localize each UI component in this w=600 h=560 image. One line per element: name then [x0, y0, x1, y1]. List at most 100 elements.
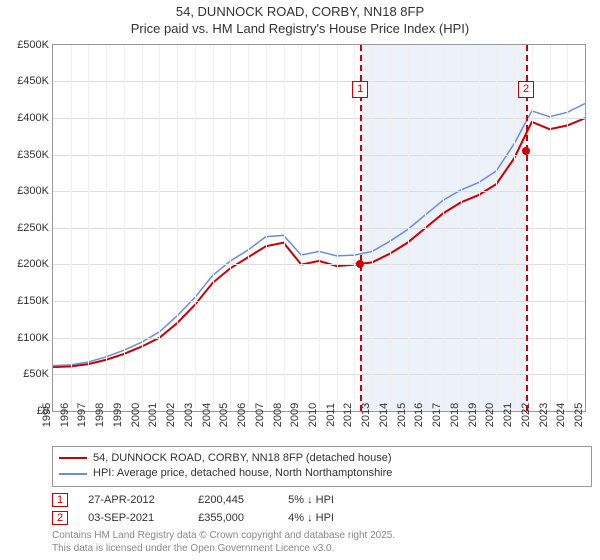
x-gridline: [408, 45, 409, 411]
y-tick-label: £250K: [17, 222, 49, 234]
marker-dot-2: [522, 147, 530, 155]
x-tick-label: 2021: [502, 403, 514, 427]
y-tick-label: £200K: [17, 258, 49, 270]
x-tick-label: 2012: [342, 403, 354, 427]
sale-date: 03-SEP-2021: [88, 512, 178, 524]
x-tick-label: 1998: [94, 403, 106, 427]
y-tick-label: £450K: [17, 75, 49, 87]
y-tick-label: £400K: [17, 112, 49, 124]
x-gridline: [284, 45, 285, 411]
x-gridline: [567, 45, 568, 411]
footer: Contains HM Land Registry data © Crown c…: [52, 529, 592, 555]
title-line2: Price paid vs. HM Land Registry's House …: [0, 21, 600, 38]
x-tick-label: 1996: [58, 403, 70, 427]
x-gridline: [230, 45, 231, 411]
x-gridline: [88, 45, 89, 411]
x-tick-label: 2019: [466, 403, 478, 427]
sale-price: £200,445: [198, 494, 268, 506]
x-tick-label: 2000: [129, 403, 141, 427]
marker-line-1: [360, 45, 362, 411]
marker-line-2: [526, 45, 528, 411]
sale-delta: 5% ↓ HPI: [288, 494, 334, 506]
x-tick-label: 2005: [218, 403, 230, 427]
x-gridline: [390, 45, 391, 411]
x-tick-label: 2023: [537, 403, 549, 427]
sale-date: 27-APR-2012: [88, 494, 178, 506]
sale-marker: 2: [52, 511, 68, 525]
x-gridline: [142, 45, 143, 411]
x-gridline: [532, 45, 533, 411]
x-gridline: [479, 45, 480, 411]
x-gridline: [106, 45, 107, 411]
plot-area: £0£50K£100K£150K£200K£250K£300K£350K£400…: [52, 44, 586, 412]
x-tick-label: 2011: [325, 403, 337, 427]
legend-label: 54, DUNNOCK ROAD, CORBY, NN18 8FP (detac…: [93, 451, 392, 466]
y-tick-label: £150K: [17, 295, 49, 307]
x-gridline: [177, 45, 178, 411]
x-gridline: [213, 45, 214, 411]
y-tick-label: £350K: [17, 149, 49, 161]
x-tick-label: 2018: [449, 403, 461, 427]
x-tick-label: 2015: [395, 403, 407, 427]
x-tick-label: 2006: [236, 403, 248, 427]
y-tick-label: £300K: [17, 185, 49, 197]
footer-line1: Contains HM Land Registry data © Crown c…: [52, 529, 592, 542]
x-gridline: [550, 45, 551, 411]
x-gridline: [248, 45, 249, 411]
chart: £0£50K£100K£150K£200K£250K£300K£350K£400…: [8, 42, 592, 442]
sale-row: 2 03-SEP-2021 £355,000 4% ↓ HPI: [52, 511, 592, 525]
marker-box-2: 2: [518, 81, 534, 97]
sale-marker: 1: [52, 493, 68, 507]
y-tick-label: £500K: [17, 39, 49, 51]
sale-delta: 4% ↓ HPI: [288, 512, 334, 524]
legend: 54, DUNNOCK ROAD, CORBY, NN18 8FP (detac…: [52, 446, 592, 487]
chart-title-block: 54, DUNNOCK ROAD, CORBY, NN18 8FP Price …: [0, 0, 600, 40]
sales-table: 1 27-APR-2012 £200,445 5% ↓ HPI 2 03-SEP-2021…: [52, 493, 592, 525]
legend-label: HPI: Average price, detached house, Nort…: [93, 466, 392, 481]
legend-swatch: [59, 473, 87, 475]
x-tick-label: 2010: [307, 403, 319, 427]
x-gridline: [443, 45, 444, 411]
x-tick-label: 2024: [555, 403, 567, 427]
x-tick-label: 2025: [573, 403, 585, 427]
x-tick-label: 1999: [112, 403, 124, 427]
x-gridline: [372, 45, 373, 411]
title-line1: 54, DUNNOCK ROAD, CORBY, NN18 8FP: [0, 4, 600, 21]
x-tick-label: 2003: [183, 403, 195, 427]
marker-box-1: 1: [352, 81, 368, 97]
x-gridline: [71, 45, 72, 411]
x-tick-label: 2014: [378, 403, 390, 427]
x-gridline: [461, 45, 462, 411]
x-tick-label: 2001: [147, 403, 159, 427]
x-gridline: [514, 45, 515, 411]
y-tick-label: £50K: [23, 368, 49, 380]
x-gridline: [266, 45, 267, 411]
x-gridline: [195, 45, 196, 411]
x-tick-label: 2008: [271, 403, 283, 427]
legend-swatch: [59, 457, 87, 459]
x-tick-label: 2007: [254, 403, 266, 427]
x-tick-label: 1997: [76, 403, 88, 427]
x-tick-label: 2009: [289, 403, 301, 427]
footer-line2: This data is licensed under the Open Gov…: [52, 542, 592, 555]
x-tick-label: 2016: [413, 403, 425, 427]
marker-dot-1: [356, 260, 364, 268]
x-gridline: [337, 45, 338, 411]
x-tick-label: 2020: [484, 403, 496, 427]
x-gridline: [159, 45, 160, 411]
x-gridline: [425, 45, 426, 411]
x-gridline: [124, 45, 125, 411]
x-gridline: [354, 45, 355, 411]
y-tick-label: £100K: [17, 332, 49, 344]
sale-price: £355,000: [198, 512, 268, 524]
legend-row: HPI: Average price, detached house, Nort…: [59, 466, 585, 481]
sale-row: 1 27-APR-2012 £200,445 5% ↓ HPI: [52, 493, 592, 507]
x-tick-label: 2004: [200, 403, 212, 427]
x-gridline: [319, 45, 320, 411]
x-tick-label: 2017: [431, 403, 443, 427]
x-tick-label: 2002: [165, 403, 177, 427]
x-gridline: [496, 45, 497, 411]
legend-row: 54, DUNNOCK ROAD, CORBY, NN18 8FP (detac…: [59, 451, 585, 466]
x-gridline: [301, 45, 302, 411]
x-tick-label: 1995: [41, 403, 53, 427]
